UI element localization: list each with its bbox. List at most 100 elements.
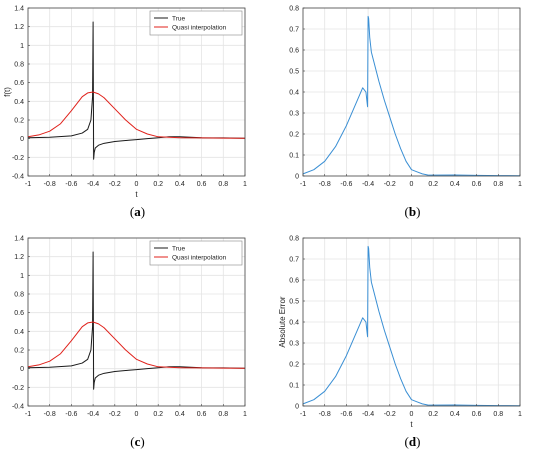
x-tick-label: 0.6 (197, 411, 207, 418)
legend-box (149, 240, 243, 266)
caption-b-label: b (408, 204, 417, 219)
y-tick-label: 0.3 (289, 341, 299, 348)
y-tick-label: -0.4 (12, 404, 24, 411)
y-tick-label: 0.4 (289, 320, 299, 327)
y-tick-label: 0.8 (14, 292, 24, 299)
y-tick-label: 0.1 (289, 383, 299, 390)
y-tick-label: 0.6 (289, 48, 299, 55)
y-tick-label: 1 (20, 43, 24, 50)
y-tick-label: 1.2 (14, 24, 24, 31)
x-tick-label: -0.4 (362, 181, 374, 188)
x-tick-label: 1 (518, 181, 522, 188)
y-tick-label: 0.1 (289, 153, 299, 160)
y-tick-label: -0.2 (12, 385, 24, 392)
panel-d: -1 -0.8 -0.6 -0.4 -0.2 0 0.2 0.4 0.6 0.8 1 0 0.1 0.2 0… (275, 230, 550, 460)
y-tick-label: 0.6 (14, 310, 24, 317)
series-line-1 (27, 321, 246, 369)
panel-c: -1 -0.8 -0.6 -0.4 -0.2 0 0.2 0.4 0.6 0.8 1 -0.4 -0.2… (0, 230, 275, 460)
x-tick-label: 1 (243, 411, 247, 418)
x-tick-label: 0.6 (472, 411, 482, 418)
y-tick-label: 0.2 (14, 118, 24, 125)
x-tick-label: 0.6 (197, 181, 207, 188)
y-tick-label: 1 (20, 273, 24, 280)
x-tick-label: 0.2 (153, 411, 163, 418)
x-tick-label: 0.2 (428, 411, 438, 418)
y-tick-label: 1.4 (14, 6, 24, 13)
y-tick-label: 0.5 (289, 299, 299, 306)
y-tick-label: 0 (295, 174, 299, 181)
x-tick-label: 0 (135, 411, 139, 418)
y-tick-label: 0.8 (289, 236, 299, 243)
caption-c: (c) (130, 434, 145, 449)
x-tick-label: -0.4 (87, 411, 99, 418)
y-tick-label: 0 (20, 136, 24, 143)
y-tick-label: 0 (20, 366, 24, 373)
x-tick-label: 0 (135, 181, 139, 188)
x-tick-label: -0.6 (340, 181, 352, 188)
x-tick-label: -1 (300, 181, 306, 188)
x-tick-label: -0.6 (65, 411, 77, 418)
x-tick-label: 0.2 (428, 181, 438, 188)
series-line-0 (27, 251, 246, 390)
x-tick-label: -0.2 (384, 181, 396, 188)
y-tick-label: 0.4 (289, 90, 299, 97)
x-tick-label: 0 (410, 181, 414, 188)
x-tick-label: 0.4 (450, 181, 460, 188)
panel-a: -1 -0.8 -0.6 -0.4 -0.2 0 0.2 0.4 0.6 0.8 1 -0.4 -0.2… (0, 0, 275, 230)
y-tick-label: 0 (295, 404, 299, 411)
panel-b: -1 -0.8 -0.6 -0.4 -0.2 0 0.2 0.4 0.6 0.8 1 0 0.1 0.2 0… (275, 0, 550, 230)
x-tick-label: -0.6 (340, 411, 352, 418)
y-tick-label: 0.7 (289, 27, 299, 34)
legend-label: True (172, 245, 186, 252)
x-tick-label: -0.8 (319, 181, 331, 188)
x-tick-label: 0.8 (218, 181, 228, 188)
y-tick-label: 0.2 (289, 362, 299, 369)
y-tick-label: 0.2 (289, 132, 299, 139)
y-tick-label: 1.2 (14, 254, 24, 261)
y-tick-label: 0.3 (289, 111, 299, 118)
legend: True Quasi interpolation (149, 10, 243, 36)
x-tick-label: -0.6 (65, 181, 77, 188)
y-tick-label: 0.4 (14, 329, 24, 336)
chart-b: -1 -0.8 -0.6 -0.4 -0.2 0 0.2 0.4 0.6 0.8 1 0 0.1 0.2 0… (289, 6, 522, 189)
y-tick-label: 0.4 (14, 99, 24, 106)
y-tick-label: 0.5 (289, 69, 299, 76)
x-tick-label: 0.2 (153, 181, 163, 188)
x-tick-label: -1 (25, 181, 31, 188)
x-tick-label: -0.2 (384, 411, 396, 418)
legend-label: Quasi interpolation (172, 254, 227, 261)
x-tick-label: -0.8 (44, 411, 56, 418)
x-tick-label: -0.4 (87, 181, 99, 188)
legend-box (149, 10, 243, 36)
x-tick-label: 1 (518, 411, 522, 418)
x-tick-label: -1 (300, 411, 306, 418)
x-tick-label: -0.8 (44, 181, 56, 188)
y-tick-label: -0.2 (12, 155, 24, 162)
x-tick-label: 0.8 (493, 411, 503, 418)
x-axis-label: t (135, 190, 138, 199)
caption-d: (d) (404, 434, 421, 449)
x-tick-label: -0.2 (109, 181, 121, 188)
y-tick-label: -0.4 (12, 174, 24, 181)
caption-a: (a) (129, 204, 146, 219)
caption-a-label: a (134, 204, 141, 219)
chart-a: -1 -0.8 -0.6 -0.4 -0.2 0 0.2 0.4 0.6 0.8 1 -0.4 -0.2… (3, 6, 247, 200)
caption-b: (b) (404, 204, 421, 219)
x-tick-label: 0 (410, 411, 414, 418)
x-tick-label: 0.4 (175, 411, 185, 418)
caption-d-label: d (408, 434, 417, 449)
y-tick-label: 1.4 (14, 236, 24, 243)
series-line-0 (27, 21, 246, 160)
y-tick-label: 0.2 (14, 348, 24, 355)
x-tick-label: 0.4 (450, 411, 460, 418)
chart-d: -1 -0.8 -0.6 -0.4 -0.2 0 0.2 0.4 0.6 0.8 1 0 0.1 0.2 0… (278, 236, 522, 430)
x-tick-label: 0.4 (175, 181, 185, 188)
legend: True Quasi interpolation (149, 240, 243, 266)
y-tick-label: 0.6 (289, 278, 299, 285)
x-tick-label: 0.8 (218, 411, 228, 418)
legend-label: True (172, 15, 186, 22)
x-tick-label: 1 (243, 181, 247, 188)
y-axis-label: f(t) (3, 87, 12, 97)
x-tick-label: -1 (25, 411, 31, 418)
x-tick-label: 0.6 (472, 181, 482, 188)
